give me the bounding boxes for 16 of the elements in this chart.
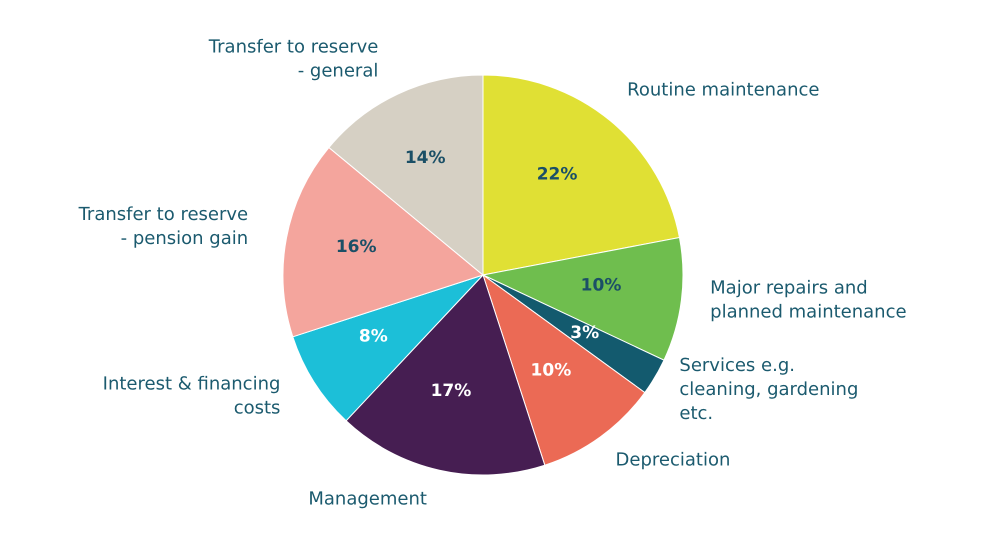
slice-label: Interest & financing costs xyxy=(102,372,280,418)
slice-label: Transfer to reserve - general xyxy=(208,36,378,81)
data-label: 10% xyxy=(580,276,622,296)
data-label: 22% xyxy=(536,164,578,184)
slice-label: Transfer to reserve - pension gain xyxy=(78,204,248,249)
data-label: 17% xyxy=(430,381,472,402)
data-label: 3% xyxy=(570,323,600,344)
data-label: 16% xyxy=(336,236,377,257)
data-label: 10% xyxy=(530,360,572,380)
slice-label: Services e.g. cleaning, gardening etc. xyxy=(679,354,858,424)
slice-label: Management xyxy=(308,488,427,509)
slice-label: Major repairs and planned maintenance xyxy=(710,276,907,322)
data-label: 8% xyxy=(358,326,388,346)
slice-label: Depreciation xyxy=(616,448,730,470)
slice-label: Routine maintenance xyxy=(627,79,820,100)
data-label: 14% xyxy=(404,148,446,168)
